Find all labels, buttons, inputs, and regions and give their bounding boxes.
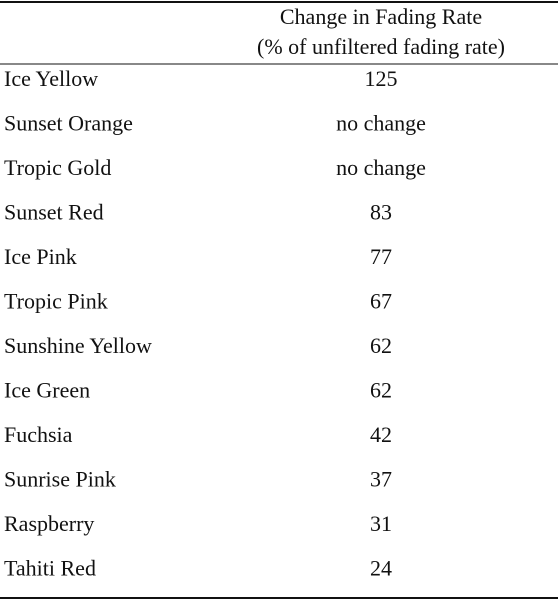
- row-label: Tropic Pink: [4, 289, 108, 314]
- row-value: 31: [370, 511, 392, 536]
- row-value: 125: [365, 66, 398, 91]
- row-label: Fuchsia: [4, 422, 73, 447]
- row-label: Tropic Gold: [4, 155, 111, 180]
- header-line: (% of unfiltered fading rate): [257, 34, 505, 59]
- row-label: Tahiti Red: [4, 556, 96, 581]
- row-label: Raspberry: [4, 511, 94, 536]
- row-value: no change: [336, 155, 426, 180]
- row-value: no change: [336, 111, 426, 136]
- row-value: 24: [370, 556, 392, 581]
- row-value: 42: [370, 422, 392, 447]
- row-label: Ice Green: [4, 378, 90, 403]
- row-value: 62: [370, 378, 392, 403]
- row-value: 67: [370, 289, 392, 314]
- row-label: Ice Yellow: [4, 66, 98, 91]
- row-value: 37: [370, 467, 392, 492]
- row-value: 83: [370, 200, 392, 225]
- row-value: 62: [370, 333, 392, 358]
- row-label: Sunshine Yellow: [4, 333, 152, 358]
- row-label: Ice Pink: [4, 244, 77, 269]
- header-line: Change in Fading Rate: [280, 4, 482, 29]
- row-label: Sunset Red: [4, 200, 104, 225]
- row-label: Sunset Orange: [4, 111, 133, 136]
- row-value: 77: [370, 244, 392, 269]
- row-label: Sunrise Pink: [4, 467, 116, 492]
